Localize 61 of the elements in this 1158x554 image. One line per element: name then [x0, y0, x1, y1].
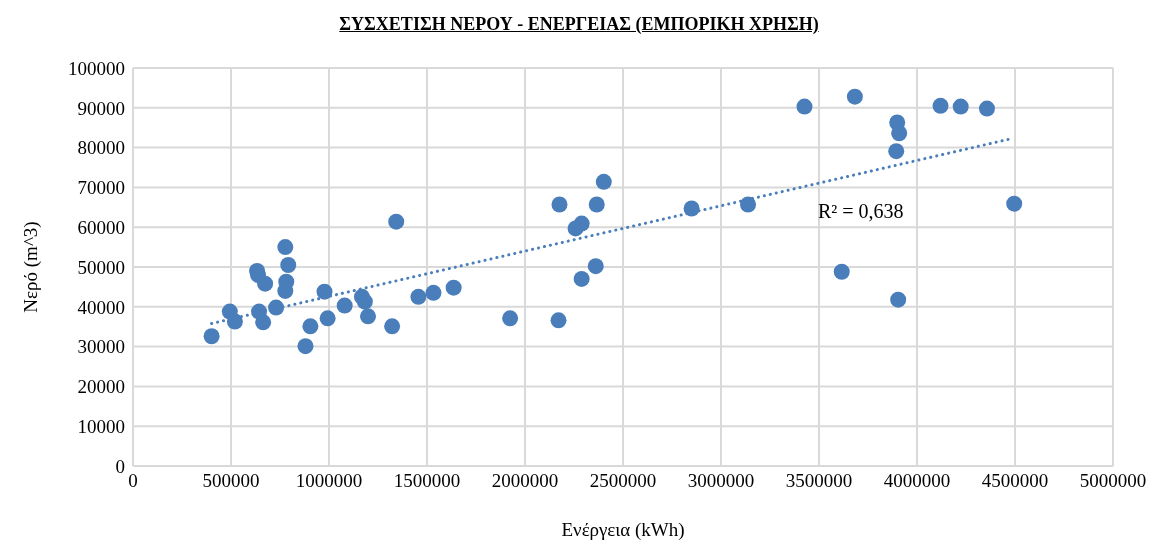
point [588, 196, 605, 213]
point [410, 288, 427, 305]
point [280, 257, 297, 274]
point [550, 312, 567, 329]
y-tick-label: 100000 [68, 57, 125, 79]
x-tick-label: 3000000 [687, 470, 755, 492]
point [384, 318, 401, 335]
point [360, 308, 376, 325]
point [890, 291, 907, 308]
x-tick-label: 5000000 [1079, 470, 1147, 492]
point [978, 100, 995, 117]
point [891, 125, 908, 142]
x-tick-label: 4500000 [981, 470, 1049, 492]
x-tick-label: 1000000 [295, 470, 363, 492]
point [573, 215, 590, 232]
point [255, 314, 272, 331]
y-axis-title: Νερό (m^3) [19, 221, 42, 313]
y-tick-label: 10000 [77, 415, 125, 437]
point [740, 196, 757, 213]
y-tick-label: 20000 [77, 376, 125, 398]
point [932, 97, 949, 114]
y-tick-label: 60000 [77, 216, 125, 238]
point [502, 310, 519, 327]
point [226, 313, 243, 330]
y-tick-label: 70000 [77, 177, 125, 199]
point [1006, 195, 1023, 212]
point [302, 318, 319, 335]
annotation: R² = 0,638 [818, 200, 904, 223]
point [952, 98, 969, 115]
x-tick-label: 4000000 [883, 470, 951, 492]
x-tick-label: 500000 [202, 470, 260, 492]
x-tick-label: 2000000 [491, 470, 559, 492]
point [445, 279, 462, 296]
y-tick-label: 80000 [77, 137, 125, 159]
point [297, 338, 314, 355]
point [356, 293, 373, 310]
point [833, 263, 850, 280]
point [277, 239, 294, 256]
point [336, 297, 353, 314]
x-axis-title: Ενέργεια (kWh) [561, 519, 685, 541]
point [425, 284, 442, 301]
point [888, 143, 905, 160]
y-tick-label: 40000 [77, 296, 125, 318]
point [319, 310, 336, 327]
x-tick-label: 1500000 [393, 470, 461, 492]
x-tick-label: 3500000 [785, 470, 853, 492]
y-tick-label: 30000 [77, 336, 125, 358]
point [551, 196, 568, 213]
point [388, 213, 405, 230]
y-tick-label: 0 [115, 455, 125, 477]
point [846, 88, 863, 105]
x-tick-label: 2500000 [589, 470, 657, 492]
point [573, 270, 590, 287]
point [587, 258, 604, 275]
point [796, 98, 813, 115]
chart-title: ΣΥΣΧΕΤΙΣΗ ΝΕΡΟΥ - ΕΝΕΡΓΕΙΑΣ (ΕΜΠΟΡΙΚΗ ΧΡΗΣΗ) [338, 13, 820, 36]
y-tick-label: 50000 [77, 256, 125, 278]
point [203, 328, 220, 345]
point [257, 275, 274, 292]
point [595, 173, 612, 190]
y-tick-label: 90000 [77, 97, 125, 119]
